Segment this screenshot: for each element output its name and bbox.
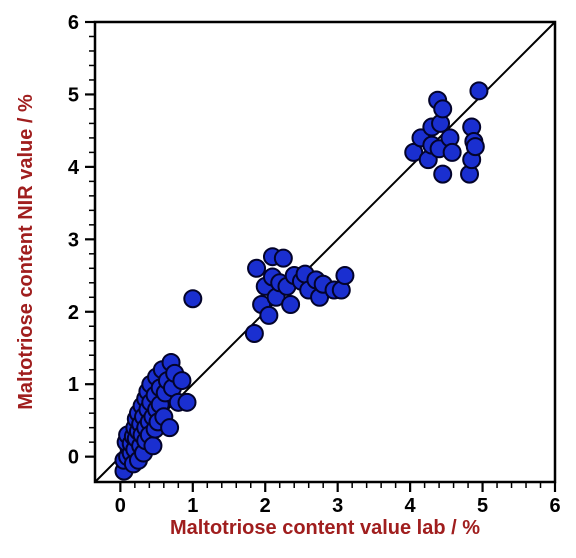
x-tick-label: 3 [332,495,343,517]
data-point [248,260,265,277]
data-point [179,394,196,411]
data-point [467,138,484,155]
x-tick-label: 5 [477,495,488,517]
y-tick-label: 2 [68,302,79,324]
data-point [184,290,201,307]
data-point [444,144,461,161]
data-point [336,267,353,284]
data-point [275,250,292,267]
y-tick-label: 5 [68,84,79,106]
data-point [173,372,190,389]
y-axis-label: Maltotriose content NIR value / % [15,94,37,410]
scatter-chart: { "chart": { "type": "scatter", "width":… [0,0,576,558]
x-tick-label: 2 [260,495,271,517]
y-tick-label: 1 [68,374,79,396]
x-tick-label: 1 [187,495,198,517]
data-point [282,296,299,313]
x-tick-label: 4 [405,495,417,517]
chart-svg: 0 1 2 3 4 5 6 0 1 2 3 4 5 6 Maltotriose content value … [0,0,576,558]
data-point [161,419,178,436]
data-point [434,100,451,117]
data-point [434,166,451,183]
x-tick-label: 0 [115,495,126,517]
y-tick-label: 4 [68,157,80,179]
data-point [260,307,277,324]
data-point [246,325,263,342]
data-point [144,437,161,454]
x-tick-label: 6 [549,495,560,517]
y-tick-label: 3 [68,229,79,251]
x-axis-label: Maltotriose content value lab / % [170,517,480,539]
y-tick-label: 0 [68,447,79,469]
y-tick-label: 6 [68,12,79,34]
data-point [470,82,487,99]
